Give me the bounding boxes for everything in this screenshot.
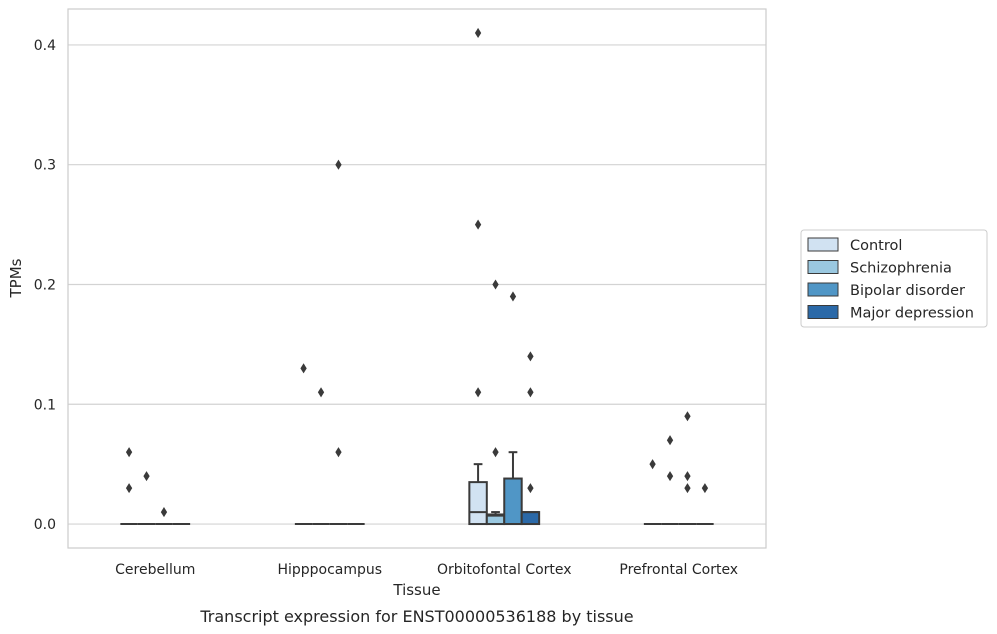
legend-label: Control (850, 238, 902, 254)
legend-swatch (807, 282, 839, 297)
outlier-point (143, 471, 150, 482)
outlier-point (125, 483, 133, 494)
y-tick-label: 0.4 (34, 38, 56, 54)
outlier-point (684, 471, 691, 482)
outlier-point (701, 483, 709, 494)
outlier-point (527, 483, 534, 494)
x-tick-label: Orbitofontal Cortex (437, 562, 572, 578)
box-2-0 (468, 463, 488, 526)
outlier-point (474, 27, 482, 38)
legend-frame (800, 229, 988, 328)
plot-background (68, 9, 766, 548)
outlier-point (684, 483, 691, 494)
x-axis-label: Tissue (392, 581, 440, 599)
legend-label: Schizophrenia (850, 261, 952, 277)
outlier-point (666, 471, 674, 482)
outlier-point (492, 279, 499, 290)
outlier-point (492, 447, 499, 458)
outlier-point (160, 507, 168, 518)
outlier-point (474, 387, 482, 398)
legend-label: Bipolar disorder (850, 283, 965, 299)
outlier-point (684, 411, 691, 422)
box-body (503, 477, 523, 526)
box-2-1 (485, 511, 506, 526)
outlier-point (509, 291, 517, 302)
legend-label: Major depression (850, 306, 974, 322)
box-body (468, 481, 488, 526)
outlier-points (125, 27, 709, 518)
legend-swatch (807, 305, 839, 319)
outlier-point (527, 387, 534, 398)
outlier-point (666, 435, 674, 446)
box-body (520, 511, 541, 526)
legend: Control Schizophrenia Bipolar disorder Majo… (800, 229, 988, 328)
y-axis-label: TPMs (7, 258, 25, 298)
outlier-point (649, 459, 656, 470)
outlier-point (474, 219, 482, 230)
x-tick-labels: Cerebellum Hipppocampus Orbitofontal Corte… (115, 562, 738, 578)
outlier-point (335, 447, 342, 458)
outlier-point (335, 159, 342, 170)
outlier-point (527, 351, 534, 362)
outlier-point (300, 363, 307, 374)
chart-caption: Transcript expression for ENST0000053618… (199, 607, 633, 626)
box-2-3 (520, 511, 541, 526)
y-tick-label: 0.0 (34, 517, 56, 533)
outlier-point (317, 387, 325, 398)
x-tick-label: Hipppocampus (277, 562, 382, 578)
outlier-point (125, 447, 133, 458)
plot-frame (67, 8, 767, 549)
x-tick-label: Prefrontal Cortex (619, 562, 738, 578)
box-2-2 (503, 451, 523, 526)
y-tick-label: 0.3 (34, 158, 56, 174)
legend-swatch (807, 260, 839, 274)
x-tick-label: Cerebellum (115, 562, 195, 578)
y-tick-label: 0.1 (34, 397, 56, 413)
y-tick-labels: 0.0 0.1 0.2 0.3 0.4 (34, 38, 56, 533)
legend-swatch (807, 237, 839, 252)
y-tick-label: 0.2 (34, 277, 56, 293)
box-series (120, 451, 714, 526)
